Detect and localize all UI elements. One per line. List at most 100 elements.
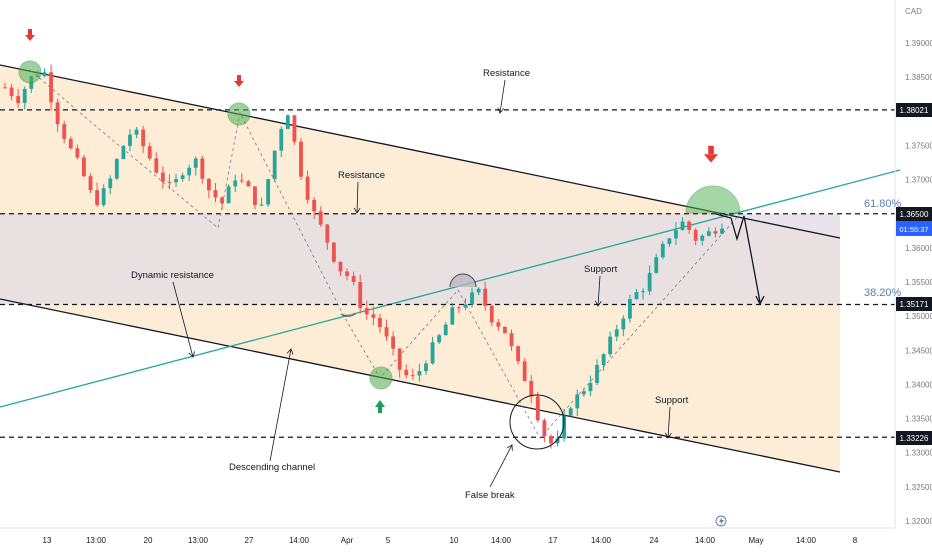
candle-body: [259, 204, 264, 206]
candle-body: [430, 342, 435, 364]
candle-body: [667, 238, 672, 244]
annotation-pointer-line: [499, 79, 506, 114]
candle-body: [529, 380, 534, 397]
y-axis-tick-label: 1.38500: [905, 73, 932, 82]
annotation-pointer-line: [597, 275, 601, 307]
candle-body: [522, 361, 527, 381]
dynamic-resistance-line: [0, 169, 901, 408]
candle-body: [693, 229, 698, 241]
candle-body: [160, 172, 165, 182]
candle-body: [542, 420, 547, 437]
x-axis-tick-label: 14:00: [289, 536, 310, 545]
annotation-pointer-line: [356, 181, 359, 214]
down-arrow-shaft: [237, 75, 241, 81]
candle-body: [128, 134, 132, 146]
up-arrow-shaft: [378, 407, 382, 413]
candle-body: [16, 96, 21, 104]
candle-body: [562, 415, 567, 439]
y-axis-tick-label: 1.34000: [905, 380, 932, 389]
y-axis-tick-label: 1.33500: [905, 415, 932, 424]
candle-body: [358, 281, 363, 309]
candle-body: [549, 436, 553, 444]
y-axis-tick-label: 1.34500: [905, 346, 932, 355]
candle-body: [325, 224, 330, 243]
candle-body: [174, 179, 178, 183]
svg-text:1.33226: 1.33226: [900, 434, 929, 443]
annotation-pointer-head: [353, 207, 361, 214]
candle-body: [62, 124, 67, 139]
annotation-resistance-mid: Resistance: [338, 170, 385, 181]
x-axis-tick-label: 14:00: [491, 536, 512, 545]
candle-body: [345, 271, 349, 276]
fib-zone-band: [0, 213, 840, 305]
candle-body: [75, 148, 80, 158]
candle-body: [338, 261, 343, 272]
svg-text:1.35171: 1.35171: [900, 300, 929, 309]
candle-body: [220, 197, 224, 204]
x-axis-tick-label: 14:00: [591, 536, 612, 545]
candle-body: [628, 299, 632, 319]
candle-body: [121, 145, 126, 160]
x-axis-tick-label: 24: [650, 536, 659, 545]
retest-semicircle: [449, 273, 477, 288]
candle-body: [318, 211, 323, 225]
candle-body: [292, 115, 297, 142]
lightning-icon[interactable]: [715, 515, 727, 527]
annotation-pointer-head: [594, 300, 602, 307]
candle-body: [68, 138, 73, 149]
y-axis-tick-label: 1.35000: [905, 312, 932, 321]
annotation-pointer-line: [667, 406, 671, 439]
x-axis-tick-label: 14:00: [695, 536, 716, 545]
candle-body: [470, 292, 474, 305]
annotation-pointer-head: [664, 432, 672, 439]
candle-body: [509, 333, 514, 347]
price-tag-current: 01:55:37: [896, 221, 932, 236]
annotation-resistance-top: Resistance: [483, 68, 530, 79]
candle-body: [713, 231, 718, 234]
annotation-support-low: Support: [655, 395, 689, 406]
price-tag-level-3: 1.35171: [896, 297, 932, 311]
x-axis-tick-label: 13:00: [86, 536, 107, 545]
candle-body: [239, 180, 244, 182]
fib-label-382: 38.20%: [864, 287, 902, 299]
candle-body: [378, 317, 382, 328]
candle-body: [680, 221, 685, 231]
down-arrow-head: [704, 154, 718, 163]
candle-body: [575, 394, 580, 409]
candle-body: [266, 179, 271, 205]
annotation-dynamic-resistance: Dynamic resistance: [131, 270, 214, 281]
annotation-descending-channel: Descending channel: [229, 462, 315, 473]
svg-text:1.36500: 1.36500: [900, 210, 929, 219]
candle-body: [647, 272, 652, 292]
annotation-support-mid: Support: [584, 264, 618, 275]
candle-body: [207, 178, 211, 191]
down-arrow-shaft: [708, 145, 714, 155]
candle-body: [437, 335, 442, 343]
candle-body: [443, 324, 448, 336]
candle-body: [82, 157, 86, 177]
x-axis-tick-label: 8: [853, 536, 858, 545]
candle-body: [496, 322, 501, 327]
candle-body: [42, 72, 47, 76]
candle-body: [384, 327, 389, 337]
candle-body: [167, 181, 172, 183]
candle-body: [601, 354, 606, 365]
y-axis-tick-label: 1.37000: [905, 176, 932, 185]
down-arrow-head: [25, 35, 35, 41]
candle-body: [299, 141, 303, 177]
candle-body: [272, 150, 277, 180]
candle-body: [305, 176, 310, 200]
candle-body: [200, 158, 205, 179]
candle-body: [180, 175, 185, 180]
y-axis-tick-label: 1.37500: [905, 141, 932, 150]
candle-body: [410, 375, 415, 377]
down-arrow-icon: [704, 145, 718, 163]
candle-body: [456, 307, 461, 309]
candle-body: [134, 129, 139, 135]
annotation-false-break: False break: [465, 490, 515, 501]
candle-body: [555, 438, 560, 444]
candle-body: [568, 408, 573, 416]
candle-body: [253, 186, 257, 206]
